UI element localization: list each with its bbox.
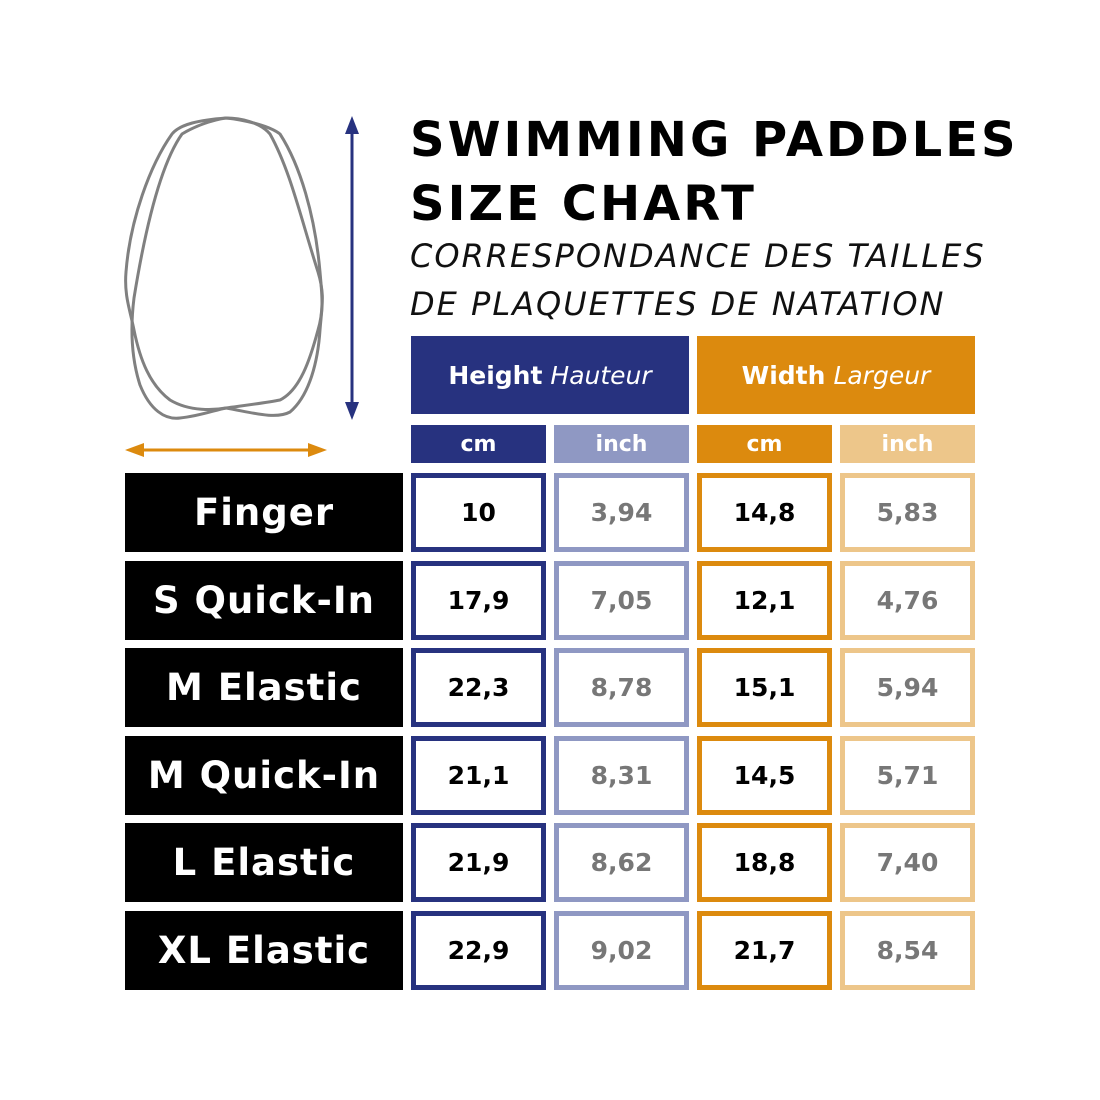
row-name: Finger bbox=[125, 473, 403, 552]
cell-height-cm: 22,3 bbox=[411, 648, 546, 727]
cell-width-inch: 5,83 bbox=[840, 473, 975, 552]
cell-height-inch: 9,02 bbox=[554, 910, 689, 990]
row-name: M Quick-In bbox=[125, 735, 403, 815]
height-inch-header: inch bbox=[554, 425, 689, 463]
width-header-en: Width bbox=[741, 360, 826, 390]
title-line: SWIMMING PADDLES bbox=[410, 112, 1019, 168]
width-arrow-icon bbox=[125, 443, 327, 457]
paddle-outline-icon bbox=[124, 116, 324, 420]
cell-width-cm: 14,8 bbox=[697, 473, 832, 552]
cell-width-cm: 18,8 bbox=[697, 823, 832, 902]
cell-height-inch: 8,31 bbox=[554, 735, 689, 815]
row-name: L Elastic bbox=[125, 823, 403, 902]
height-cm-header: cm bbox=[411, 425, 546, 463]
height-header-en: Height bbox=[448, 360, 543, 390]
row-name: S Quick-In bbox=[125, 560, 403, 640]
width-inch-header: inch bbox=[840, 425, 975, 463]
cell-width-cm: 21,7 bbox=[697, 910, 832, 990]
height-arrow-icon bbox=[345, 116, 359, 420]
width-header-fr: Largeur bbox=[833, 360, 931, 390]
cell-height-cm: 21,9 bbox=[411, 823, 546, 902]
subtitle-line: DE PLAQUETTES DE NATATION bbox=[410, 285, 946, 323]
cell-height-inch: 3,94 bbox=[554, 473, 689, 552]
width-header: Width Largeur bbox=[697, 336, 975, 414]
cell-height-cm: 17,9 bbox=[411, 560, 546, 640]
page-title: SWIMMING PADDLES SIZE CHART bbox=[410, 108, 1019, 236]
cell-height-inch: 8,78 bbox=[554, 648, 689, 727]
title-line: SIZE CHART bbox=[410, 176, 757, 232]
row-name: XL Elastic bbox=[125, 910, 403, 990]
paddle-illustration bbox=[124, 116, 359, 457]
cell-width-inch: 7,40 bbox=[840, 823, 975, 902]
cell-width-cm: 14,5 bbox=[697, 735, 832, 815]
cell-height-cm: 21,1 bbox=[411, 735, 546, 815]
cell-width-inch: 5,94 bbox=[840, 648, 975, 727]
cell-width-inch: 5,71 bbox=[840, 735, 975, 815]
height-header-fr: Hauteur bbox=[550, 360, 652, 390]
cell-width-cm: 12,1 bbox=[697, 560, 832, 640]
cell-height-cm: 22,9 bbox=[411, 910, 546, 990]
width-cm-header: cm bbox=[697, 425, 832, 463]
page-subtitle: CORRESPONDANCE DES TAILLES DE PLAQUETTES… bbox=[410, 232, 986, 328]
cell-height-cm: 10 bbox=[411, 473, 546, 552]
cell-height-inch: 8,62 bbox=[554, 823, 689, 902]
cell-height-inch: 7,05 bbox=[554, 560, 689, 640]
cell-width-inch: 4,76 bbox=[840, 560, 975, 640]
row-name: M Elastic bbox=[125, 648, 403, 727]
cell-width-inch: 8,54 bbox=[840, 910, 975, 990]
height-header: Height Hauteur bbox=[411, 336, 689, 414]
subtitle-line: CORRESPONDANCE DES TAILLES bbox=[410, 237, 986, 275]
cell-width-cm: 15,1 bbox=[697, 648, 832, 727]
